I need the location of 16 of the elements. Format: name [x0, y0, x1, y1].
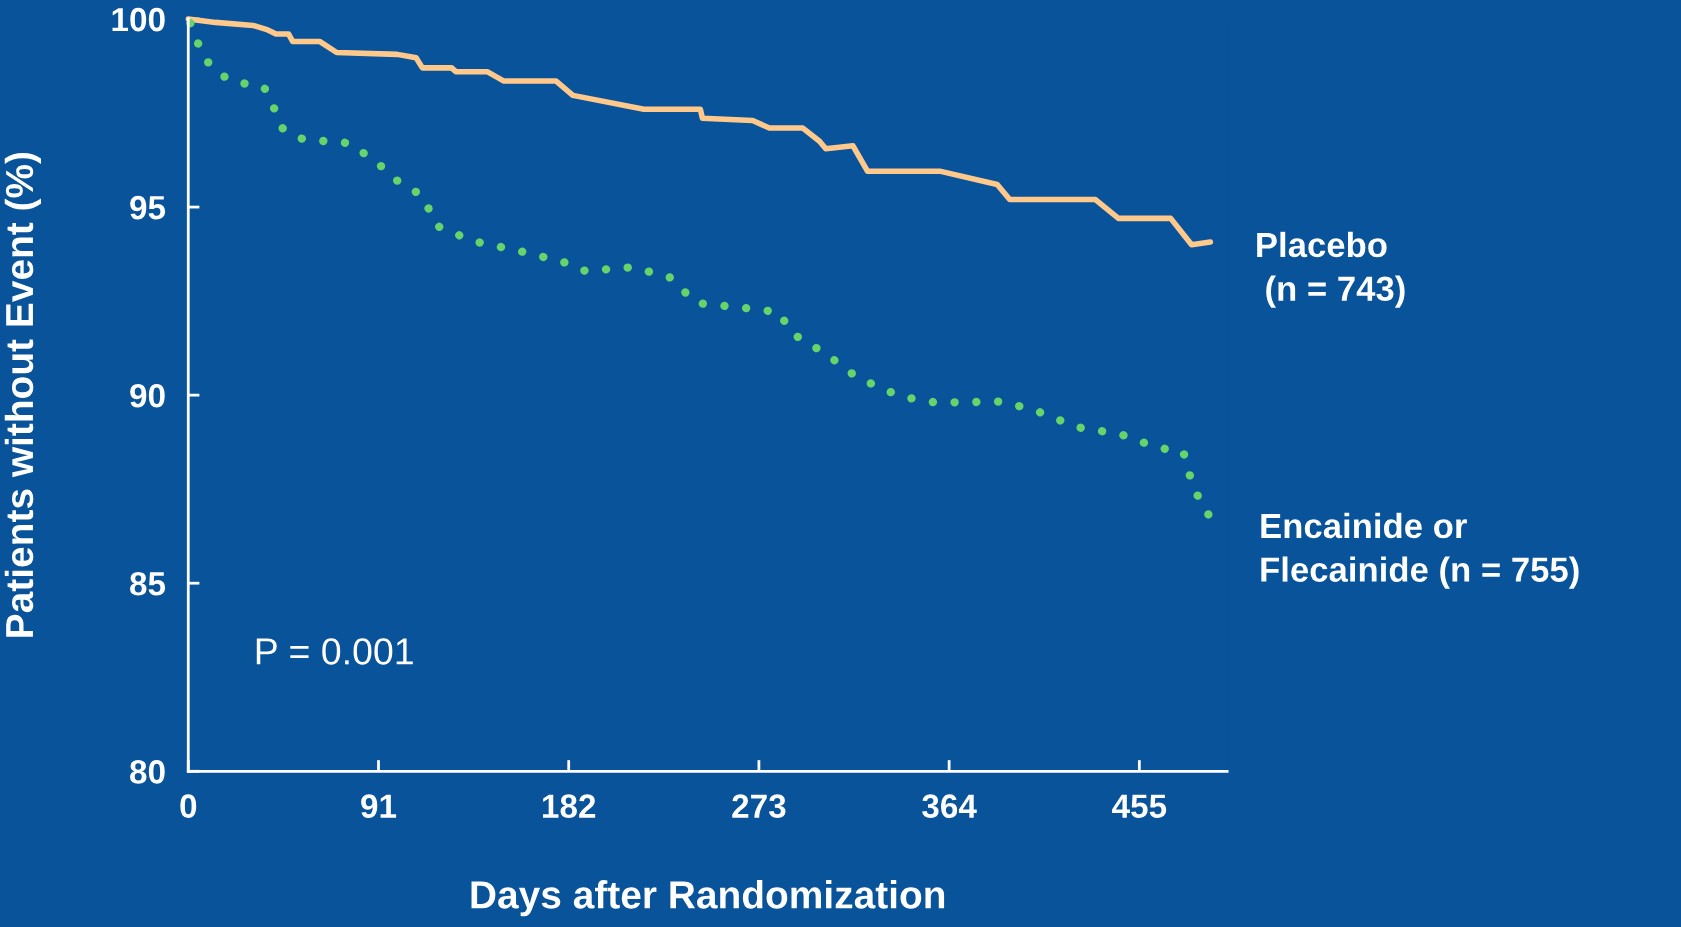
series-label: Placebo (n = 743): [1257, 231, 1405, 308]
y-tick-label: 100: [112, 7, 165, 32]
series-label: Encainide or Flecainide (n = 755): [1261, 512, 1579, 589]
x-tick-label: 364: [922, 794, 977, 819]
x-tick-label: 182: [542, 794, 596, 818]
y-tick-label: 90: [130, 383, 165, 408]
x-tick-label: 455: [1112, 794, 1167, 818]
y-tick-label: 95: [130, 195, 166, 220]
annotation: P = 0.001: [256, 638, 413, 665]
y-tick-label: 80: [130, 760, 165, 784]
x-tick-label: 273: [732, 794, 786, 819]
x-axis-title: Days after Randomization: [471, 880, 945, 917]
x-tick-label: 0: [180, 794, 197, 818]
x-tick-label: 91: [361, 794, 397, 818]
y-axis-title: Patients without Event (%): [4, 152, 41, 637]
y-tick-label: 85: [130, 572, 166, 596]
